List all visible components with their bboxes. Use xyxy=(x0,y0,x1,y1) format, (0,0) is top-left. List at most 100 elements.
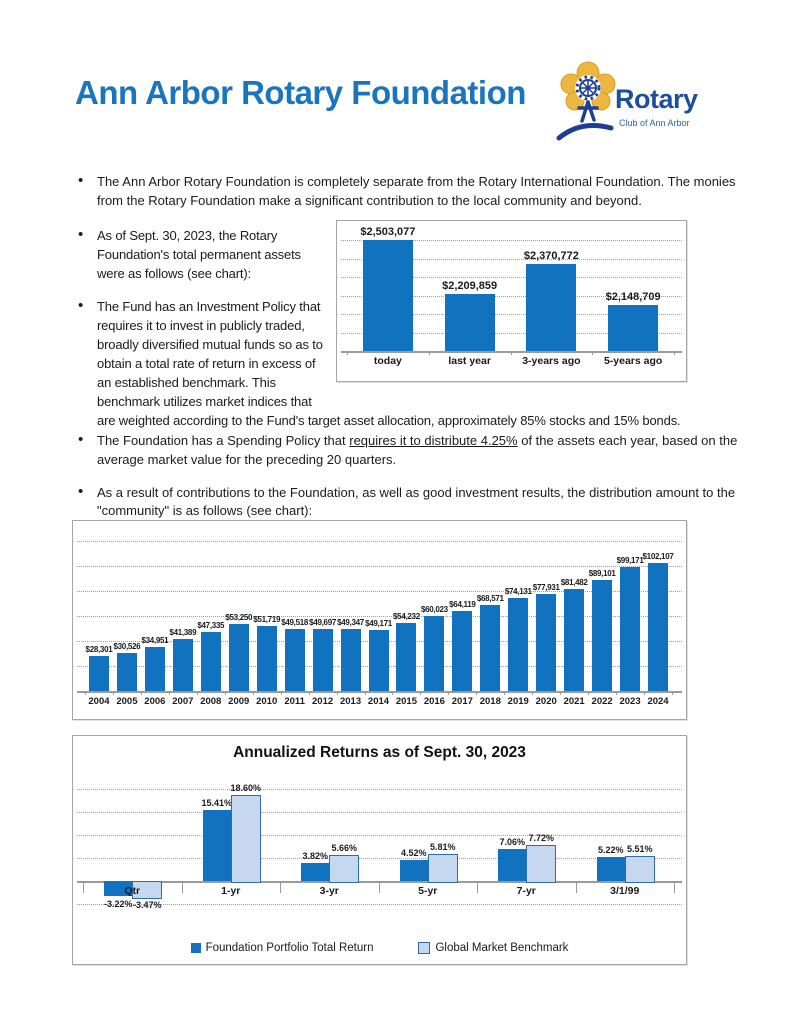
bar xyxy=(200,631,221,691)
gridline xyxy=(77,591,682,592)
gridline xyxy=(77,835,682,836)
zero-axis-line xyxy=(77,881,682,883)
page-header: Ann Arbor Rotary Foundation xyxy=(75,58,745,163)
axis-tick xyxy=(85,691,86,695)
bullet-distribution: As a result of contributions to the Foun… xyxy=(75,483,757,520)
bar xyxy=(564,589,585,691)
axis-tick xyxy=(392,691,394,695)
axis-tick xyxy=(420,691,422,695)
bar xyxy=(424,615,445,691)
x-axis-label: 3/1/99 xyxy=(610,885,640,897)
bar xyxy=(536,593,557,691)
x-axis-label: 2006 xyxy=(144,696,166,707)
gridline xyxy=(77,541,682,542)
bar xyxy=(230,795,261,883)
bar-value-label: $30,526 xyxy=(113,641,141,651)
x-axis-label: 2016 xyxy=(423,696,445,707)
bar xyxy=(88,655,109,691)
bar-value-label: $28,301 xyxy=(85,644,113,654)
x-axis-label: 2010 xyxy=(256,696,278,707)
bar-value-label: $49,347 xyxy=(337,618,364,628)
chart-legend: Foundation Portfolio Total Return Global… xyxy=(73,942,686,954)
axis-tick xyxy=(477,881,478,893)
logo-subtitle-text: Club of Ann Arbor xyxy=(619,118,690,128)
axis-tick xyxy=(588,691,590,695)
bullet-text: The Ann Arbor Rotary Foundation is compl… xyxy=(97,174,736,208)
x-axis-label: 2008 xyxy=(200,696,222,707)
bar xyxy=(172,639,193,691)
bar xyxy=(144,647,165,691)
bar-value-label: $74,131 xyxy=(504,587,532,597)
bar-value-label: $51,719 xyxy=(253,615,281,625)
bar xyxy=(228,624,249,691)
axis-tick xyxy=(168,691,170,695)
axis-tick xyxy=(280,881,281,893)
bar-value-label: $47,335 xyxy=(197,620,225,630)
distribution-bar-chart: $28,301 2004 $30,526 2005 $34,951 2006 $41,389… xyxy=(72,520,687,720)
bar-value-label: 5.22% xyxy=(597,844,624,855)
axis-tick xyxy=(181,881,183,893)
bar-value-label: $99,171 xyxy=(616,556,644,566)
bar-value-label: $77,931 xyxy=(532,582,560,592)
bullet-text: As of Sept. 30, 2023, the Rotary Foundat… xyxy=(97,228,301,281)
bar xyxy=(508,598,529,691)
rotary-club-logo: Rotary Club of Ann Arbor xyxy=(553,58,743,150)
axis-tick xyxy=(504,691,506,695)
x-axis-label: 2023 xyxy=(619,696,641,707)
x-axis-label: 2011 xyxy=(284,696,305,707)
gridline xyxy=(77,904,682,905)
bar-value-label: 7.72% xyxy=(528,833,555,844)
bar-value-label: $60,023 xyxy=(420,604,448,614)
bar xyxy=(256,626,277,691)
bar xyxy=(104,881,133,896)
bar-value-label: $64,119 xyxy=(449,599,476,609)
gridline xyxy=(77,616,682,617)
bar xyxy=(132,881,163,899)
bar-value-label: 15.41% xyxy=(201,798,233,809)
legend-label: Global Market Benchmark xyxy=(435,942,569,954)
bar-value-label: 3.82% xyxy=(302,851,329,862)
x-axis-label: 1-yr xyxy=(221,885,241,897)
bullet-separate-foundation: The Ann Arbor Rotary Foundation is compl… xyxy=(75,171,752,210)
bar-value-label: 7.06% xyxy=(499,836,526,847)
bar xyxy=(368,629,389,691)
bar xyxy=(452,610,473,691)
x-axis-label: 2024 xyxy=(647,696,669,707)
x-axis-label: 2014 xyxy=(367,696,390,707)
axis-tick xyxy=(140,691,142,695)
bar-value-label: $102,107 xyxy=(642,552,674,562)
axis-tick xyxy=(616,691,618,695)
bar-value-label: $34,951 xyxy=(141,636,169,646)
x-axis-label: 3-yr xyxy=(319,885,339,897)
legend-item-foundation: Foundation Portfolio Total Return xyxy=(190,942,373,954)
axis-tick xyxy=(644,691,646,695)
bar xyxy=(596,856,625,881)
legend-item-benchmark: Global Market Benchmark xyxy=(418,942,568,954)
chart-title: Annualized Returns as of Sept. 30, 2023 xyxy=(233,744,526,761)
x-axis-label: 2004 xyxy=(88,696,110,707)
assets-section: $2,503,077 today $2,209,859 last year $2,370… xyxy=(75,220,687,430)
axis-tick xyxy=(83,881,84,893)
bar xyxy=(399,860,428,881)
underlined-phrase: requires it to distribute 4.25% xyxy=(349,433,518,448)
axis-tick xyxy=(674,881,675,893)
axis-tick xyxy=(532,691,534,695)
bar xyxy=(648,563,669,691)
x-axis-label: 7-yr xyxy=(516,885,536,897)
bar-value-label: -3.22% xyxy=(103,898,133,909)
bar xyxy=(526,845,557,883)
axis-tick xyxy=(364,691,366,695)
bar-value-label: 18.60% xyxy=(230,783,262,794)
returns-plot-area: -3.22% -3.47% Qtr 15.41% 18.60% 1-yr 3.82% 5.66… xyxy=(73,736,686,964)
bar-value-label: $54,232 xyxy=(393,612,420,622)
x-axis-label: Qtr xyxy=(124,885,141,897)
bar xyxy=(340,629,361,691)
bar xyxy=(427,854,458,883)
axis-tick xyxy=(672,691,673,695)
x-axis-label: 2020 xyxy=(535,696,557,707)
bar-value-label: $49,518 xyxy=(281,618,309,628)
bar-value-label: $89,101 xyxy=(588,568,616,578)
gridline xyxy=(77,858,682,859)
bar-value-label: -3.47% xyxy=(132,899,162,910)
bar xyxy=(284,629,305,691)
